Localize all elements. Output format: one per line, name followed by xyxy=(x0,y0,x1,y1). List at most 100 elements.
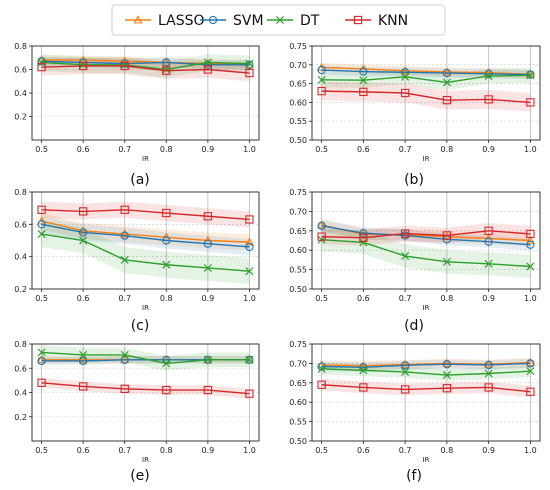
series-line xyxy=(321,230,531,239)
confidence-band-lasso xyxy=(321,219,531,247)
data-point xyxy=(484,226,493,235)
plot-area xyxy=(312,46,540,140)
data-point xyxy=(442,67,452,76)
data-point xyxy=(37,378,46,387)
axes-frame xyxy=(311,45,541,141)
series-svm xyxy=(37,220,254,252)
data-point xyxy=(484,369,493,378)
series-line xyxy=(321,361,531,367)
data-point xyxy=(484,95,493,104)
data-point xyxy=(37,62,46,72)
plot-area xyxy=(312,344,540,441)
x-tick-label: 0.9 xyxy=(201,145,214,154)
series-line xyxy=(321,239,531,268)
data-point xyxy=(162,260,171,269)
data-point xyxy=(400,68,410,77)
data-point xyxy=(203,263,212,273)
series-dt xyxy=(317,235,535,271)
series-line xyxy=(41,233,250,272)
data-point xyxy=(526,70,535,79)
data-point xyxy=(317,232,326,241)
series-line xyxy=(41,382,250,395)
data-point xyxy=(162,385,171,395)
data-point xyxy=(317,362,326,371)
data-point xyxy=(442,360,452,369)
data-point xyxy=(359,87,368,97)
data-point xyxy=(78,382,88,391)
series-lasso xyxy=(317,357,535,370)
data-point xyxy=(526,262,535,271)
data-point xyxy=(78,61,88,71)
y-tick-label: 0.4 xyxy=(14,89,27,98)
data-point xyxy=(400,385,410,394)
y-tick-label: 0.70 xyxy=(289,207,307,216)
data-point xyxy=(359,238,368,247)
data-point xyxy=(400,88,410,98)
data-point xyxy=(120,255,129,264)
data-point xyxy=(162,208,171,218)
series-line xyxy=(321,74,531,84)
panel-caption: (e) xyxy=(130,468,150,484)
data-point xyxy=(401,251,410,261)
chart-panel-e: 0.5 0.6 0.7 0.8 0.9 1.0 0.2 0.4 0.6 0.8 IR (e) xyxy=(14,340,260,484)
data-point xyxy=(37,355,47,364)
data-point xyxy=(359,76,368,85)
data-point xyxy=(162,66,171,75)
chart-panel-f: 0.5 0.6 0.7 0.8 0.9 1.0 0.50 0.55 0.60 0.65 0.70 0.… xyxy=(289,340,541,484)
data-point xyxy=(78,207,88,216)
legend-label: LASSO xyxy=(158,13,205,29)
series-knn xyxy=(37,378,254,398)
y-tick-label: 0.2 xyxy=(14,285,27,294)
data-point xyxy=(120,231,129,240)
data-point xyxy=(525,357,535,367)
y-tick-label: 0.8 xyxy=(14,340,27,349)
data-point xyxy=(162,236,171,245)
data-point xyxy=(317,221,326,230)
y-tick-label: 0.8 xyxy=(14,42,27,51)
data-point xyxy=(442,358,452,367)
y-tick-label: 0.55 xyxy=(289,418,307,427)
x-tick-label: 1.0 xyxy=(243,446,256,455)
confidence-band-dt xyxy=(321,228,531,279)
series-dt xyxy=(37,230,254,276)
data-point xyxy=(359,366,368,375)
x-tick-label: 0.8 xyxy=(441,294,454,303)
confidence-band-dt xyxy=(41,221,250,285)
series-knn xyxy=(317,86,535,107)
y-tick-label: 0.6 xyxy=(14,220,27,229)
data-point xyxy=(526,367,535,376)
y-tick-label: 0.6 xyxy=(14,364,27,373)
data-point xyxy=(400,361,410,370)
x-tick-label: 0.6 xyxy=(357,446,370,455)
x-tick-label: 1.0 xyxy=(524,446,537,455)
y-tick-label: 0.4 xyxy=(14,389,27,398)
series-line xyxy=(41,59,250,66)
chart-panel-c: 0.5 0.6 0.7 0.8 0.9 1.0 0.2 0.4 0.6 0.8 IR (c) xyxy=(14,188,260,334)
data-point xyxy=(442,78,451,87)
data-point xyxy=(317,360,327,369)
series-line xyxy=(41,220,250,243)
axes-frame xyxy=(311,343,541,442)
y-tick-label: 0.55 xyxy=(289,266,307,275)
y-tick-label: 0.65 xyxy=(289,80,307,89)
x-tick-label: 1.0 xyxy=(524,294,537,303)
data-point xyxy=(442,231,452,240)
data-point xyxy=(203,212,213,221)
data-point xyxy=(526,387,535,396)
data-point xyxy=(359,383,368,392)
data-point xyxy=(120,350,129,359)
panel-caption: (f) xyxy=(406,468,422,484)
x-tick-label: 0.7 xyxy=(399,145,412,154)
data-point xyxy=(120,355,129,364)
legend-entry-knn: KNN xyxy=(345,13,408,29)
y-tick-label: 0.4 xyxy=(14,253,27,262)
data-point xyxy=(484,359,494,368)
data-point xyxy=(526,71,535,80)
data-point xyxy=(525,235,535,244)
data-point xyxy=(37,205,46,214)
x-tick-label: 0.5 xyxy=(315,145,328,154)
data-point xyxy=(359,67,368,76)
legend-entry-lasso: LASSO xyxy=(125,13,205,29)
data-point xyxy=(317,65,326,75)
data-point xyxy=(245,215,254,224)
